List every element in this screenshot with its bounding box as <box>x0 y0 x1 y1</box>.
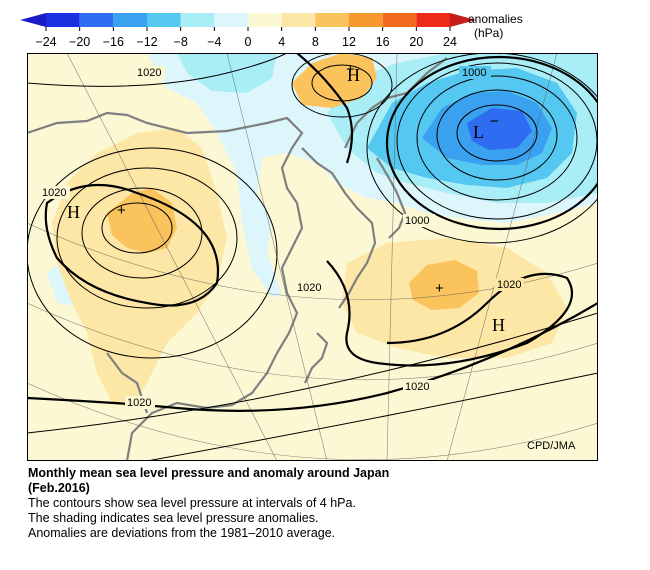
pressure-centers: H H L H <box>67 65 505 335</box>
coastlines <box>27 57 448 461</box>
colorbar-box <box>382 13 417 27</box>
colorbar-unit-sub-label: (hPa) <box>474 26 504 40</box>
colorbar-tick-label: −20 <box>69 35 90 49</box>
colorbar-box <box>214 13 248 27</box>
map-credit: CPD/JMA <box>527 440 576 452</box>
low-pressure-center: L <box>473 122 484 142</box>
anomaly-markers: + + + − <box>117 61 499 297</box>
colorbar-tick-label: −16 <box>103 35 124 49</box>
colorbar-box <box>416 13 450 27</box>
contour-label: 1000 <box>405 215 429 227</box>
caption-line: The contours show sea level pressure at … <box>28 496 356 510</box>
negative-anomaly-region-4 <box>467 108 532 150</box>
colorbar-tick-label: 12 <box>342 35 356 49</box>
map-border <box>27 53 598 461</box>
anomaly-minus-marker: − <box>490 113 499 130</box>
colorbar-tick-label: −24 <box>35 35 56 49</box>
figure-caption: Monthly mean sea level pressure and anom… <box>28 466 628 541</box>
anomaly-plus-marker: + <box>346 61 355 78</box>
high-pressure-center: H <box>492 315 505 335</box>
colorbar-tick-label: 0 <box>245 35 252 49</box>
colorbar-tick-label: 20 <box>409 35 423 49</box>
colorbar-tick-label: 8 <box>312 35 319 49</box>
contour-label: 1020 <box>137 67 161 79</box>
colorbar-left-arrow <box>20 13 46 27</box>
contour-label: 1000 <box>462 67 486 79</box>
anomaly-plus-marker: + <box>117 202 126 219</box>
contour-labels: 1020 1020 1000 1020 1000 1020 1020 1020 <box>40 66 524 409</box>
positive-anomaly-continent <box>52 128 227 408</box>
pressure-anomaly-map: 1020 1020 1000 1020 1000 1020 1020 1020 … <box>27 53 598 461</box>
high-pressure-center: H <box>67 202 80 222</box>
colorbar-box <box>180 13 215 27</box>
colorbar-tick-label: 4 <box>278 35 285 49</box>
colorbar-tick-labels: −24 −20 −16 −12 −8 −4 0 4 8 12 16 20 24 <box>35 27 457 49</box>
colorbar-tick-label: 24 <box>443 35 457 49</box>
colorbar-tick-label: −4 <box>207 35 221 49</box>
colorbar-box <box>46 13 80 27</box>
colorbar-tick-label: 16 <box>376 35 390 49</box>
colorbar-tick-label: −12 <box>136 35 157 49</box>
colorbar-unit-label: anomalies <box>468 12 523 26</box>
isobars-thin <box>27 53 598 461</box>
isobars-bold <box>27 53 598 412</box>
anomaly-plus-marker: + <box>435 280 444 297</box>
colorbar-right-arrow <box>450 13 476 27</box>
contour-label: 1020 <box>42 187 66 199</box>
contour-label: 1020 <box>297 282 321 294</box>
colorbar-tick-label: −8 <box>174 35 188 49</box>
colorbar-box <box>281 13 316 27</box>
anomaly-colorbar: −24 −20 −16 −12 −8 −4 0 4 8 12 16 20 24 <box>20 13 476 49</box>
colorbar-box <box>315 13 349 27</box>
colorbar-box <box>113 13 147 27</box>
caption-title-period: (Feb.2016) <box>28 481 90 495</box>
caption-title: Monthly mean sea level pressure and anom… <box>28 466 390 480</box>
colorbar-box <box>349 13 383 27</box>
colorbar-box <box>79 13 114 27</box>
caption-line: Anomalies are deviations from the 1981–2… <box>28 526 336 540</box>
colorbar-boxes <box>46 13 450 27</box>
colorbar-box <box>147 13 181 27</box>
contour-label: 1020 <box>405 381 429 393</box>
contour-label: 1020 <box>127 397 151 409</box>
colorbar-box <box>248 13 282 27</box>
caption-line: The shading indicates sea level pressure… <box>28 511 319 525</box>
contour-label: 1020 <box>497 279 521 291</box>
high-pressure-center: H <box>347 65 360 85</box>
